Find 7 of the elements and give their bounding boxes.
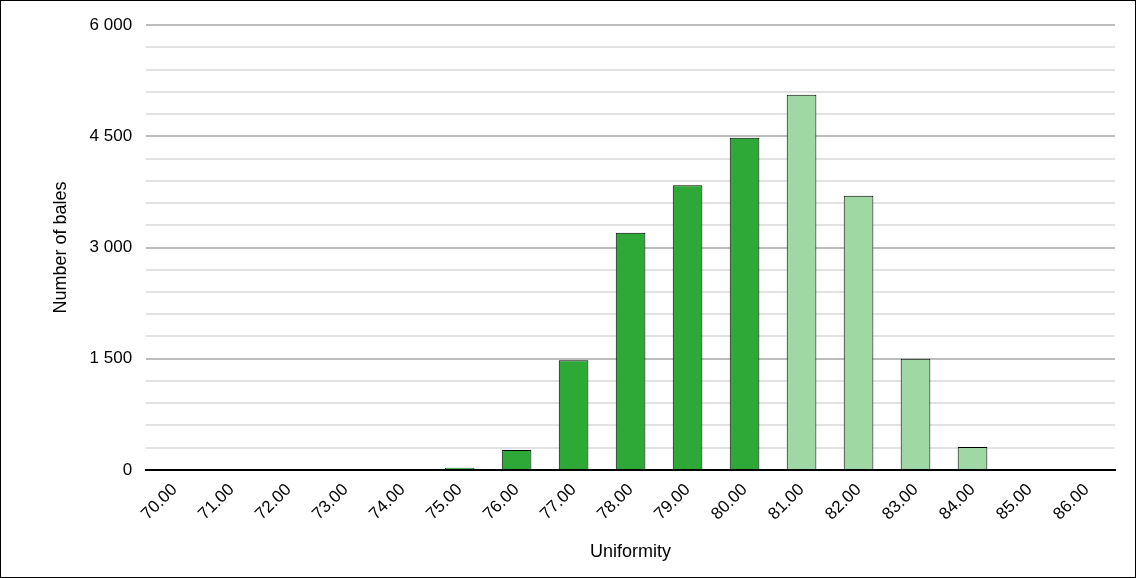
y-tick-label: 4 500 (89, 126, 133, 146)
x-axis-title: Uniformity (590, 541, 672, 562)
y-axis-title: Number of bales (49, 181, 70, 314)
y-tick-label: 0 (122, 459, 133, 479)
y-tick-label: 3 000 (89, 237, 133, 257)
y-tick-label: 6 000 (89, 14, 133, 34)
y-tick-label: 1 500 (89, 348, 133, 368)
